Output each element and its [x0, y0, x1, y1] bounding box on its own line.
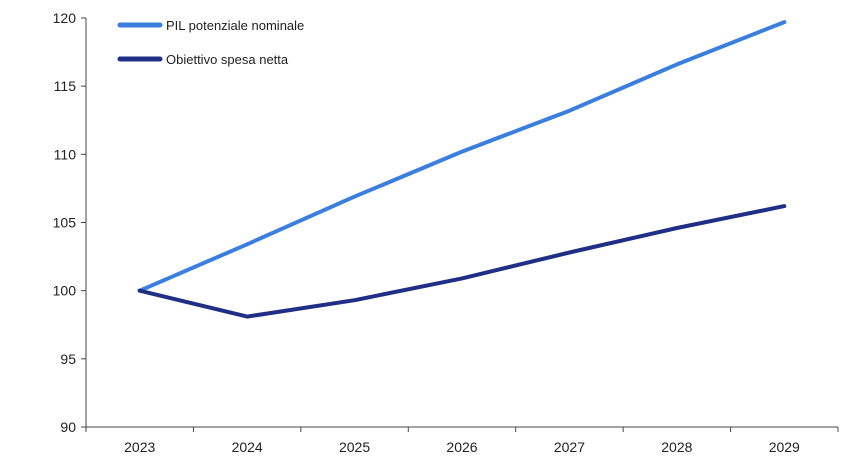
legend-label-pil: PIL potenziale nominale: [166, 18, 304, 33]
x-tick-label: 2024: [232, 439, 263, 455]
x-tick-label: 2028: [661, 439, 692, 455]
y-tick-label: 105: [53, 215, 77, 231]
x-tick-label: 2026: [446, 439, 477, 455]
x-tick-label: 2027: [554, 439, 585, 455]
axes: 90 95 100 105 110 115 120 2023 2024 2025 2026 2027 2…: [53, 10, 839, 455]
x-tick-label: 2023: [124, 439, 155, 455]
y-tick-label: 100: [53, 283, 77, 299]
x-tick-label: 2029: [769, 439, 800, 455]
series-group: [137, 20, 787, 319]
y-tick-label: 95: [60, 351, 76, 367]
series-line-0: [137, 20, 787, 293]
x-tick-label: 2025: [339, 439, 370, 455]
series-line-1: [137, 204, 787, 319]
legend-label-obiettivo: Obiettivo spesa netta: [166, 52, 289, 67]
y-tick-label: 90: [60, 419, 76, 435]
legend: PIL potenziale nominale Obiettivo spesa …: [117, 18, 304, 67]
y-tick-label: 115: [54, 78, 77, 94]
y-tick-label: 120: [53, 10, 77, 26]
y-tick-label: 110: [54, 146, 77, 162]
